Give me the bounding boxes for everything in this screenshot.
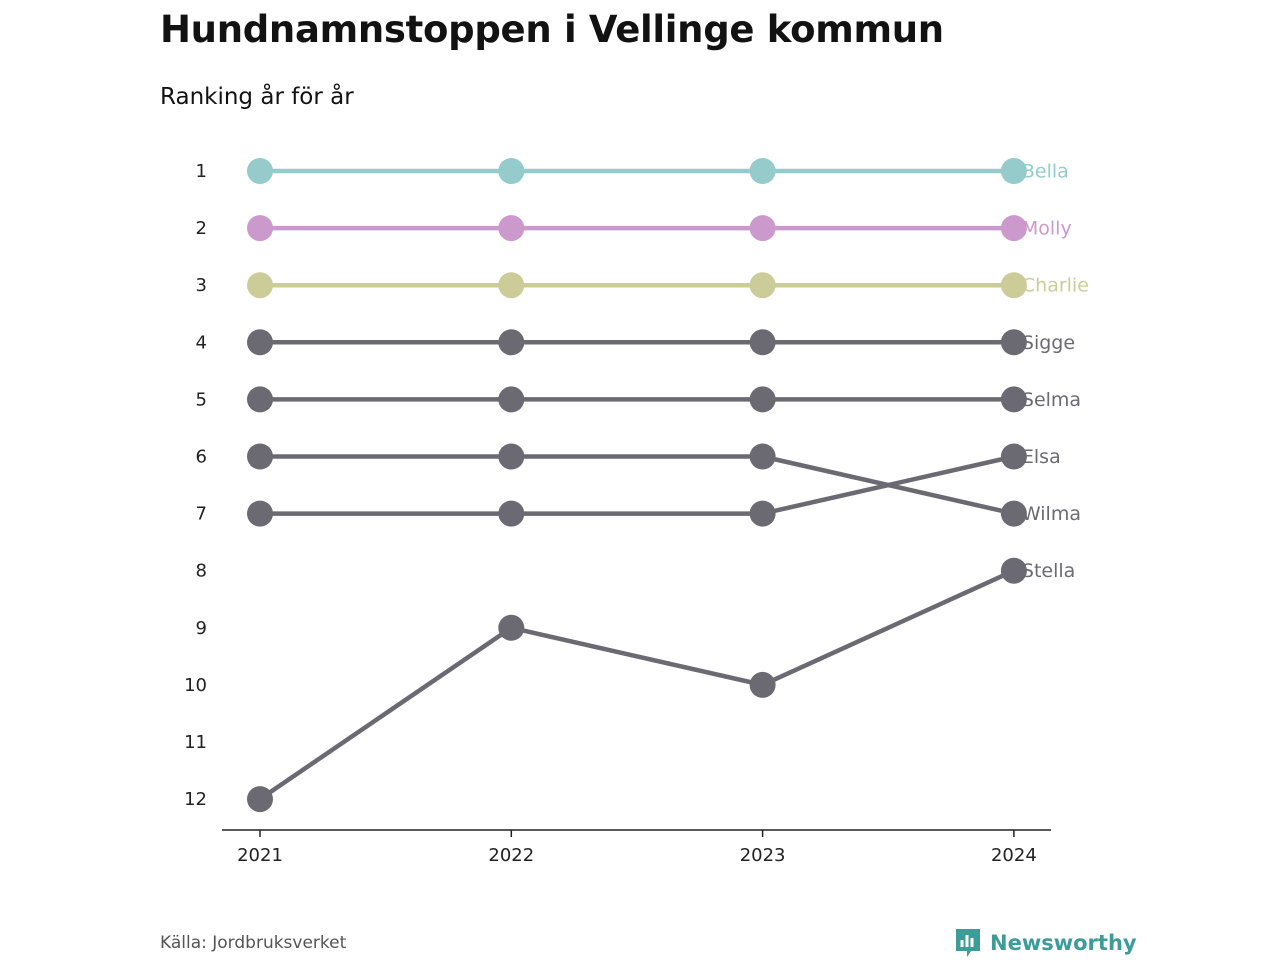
series-lines: [258, 168, 1015, 801]
brand: Newsworthy: [954, 927, 1137, 959]
y-tick-label: 12: [184, 789, 207, 810]
series-line-wilma: [260, 454, 1015, 516]
data-point-bella: [1000, 158, 1027, 184]
data-point-molly: [749, 215, 776, 242]
data-point-sigge: [1000, 329, 1027, 356]
y-tick-label: 9: [196, 618, 207, 639]
data-point-wilma: [1000, 500, 1027, 527]
data-point-elsa: [749, 500, 776, 527]
data-point-charlie: [247, 272, 273, 299]
data-point-selma: [247, 386, 273, 413]
y-tick-label: 8: [196, 561, 207, 582]
data-point-wilma: [749, 443, 776, 470]
data-point-selma: [1000, 386, 1027, 413]
end-labels: Sigge Selma Elsa Wilma Stella Bella Molly Charl…: [1022, 161, 1089, 583]
source-note: Källa: Jordbruksverket: [160, 933, 347, 953]
y-tick-label: 5: [196, 389, 207, 410]
data-point-wilma: [498, 443, 525, 470]
data-point-sigge: [749, 329, 776, 356]
data-point-selma: [498, 386, 525, 413]
data-point-molly: [1000, 215, 1027, 242]
data-point-bella: [498, 158, 525, 184]
end-label-charlie: Charlie: [1022, 275, 1089, 297]
end-label-selma: Selma: [1022, 389, 1081, 411]
data-point-selma: [749, 386, 776, 413]
series-line-stella: [258, 568, 1015, 801]
data-point-elsa: [498, 500, 525, 527]
x-tick-label: 2021: [237, 845, 283, 866]
chart-title: Hundnamnstoppen i Vellinge kommun: [160, 8, 944, 51]
newsworthy-logo-icon: [956, 929, 980, 957]
y-tick-label: 11: [184, 732, 207, 753]
end-label-molly: Molly: [1022, 218, 1072, 240]
end-label-bella: Bella: [1022, 161, 1069, 183]
data-point-wilma: [247, 443, 273, 470]
data-point-bella: [749, 158, 776, 184]
x-tick-label: 2022: [488, 845, 534, 866]
data-point-elsa: [247, 500, 273, 527]
brand-name: Newsworthy: [990, 931, 1137, 955]
data-point-sigge: [498, 329, 525, 356]
y-tick-label: 7: [196, 504, 207, 525]
chart-subtitle: Ranking år för år: [160, 84, 354, 110]
data-point-stella: [498, 614, 525, 641]
data-point-molly: [498, 215, 525, 242]
data-point-sigge: [247, 329, 273, 356]
end-label-sigge: Sigge: [1022, 332, 1075, 354]
x-axis: 2021 2022 2023 2024: [222, 829, 1051, 866]
data-point-molly: [247, 215, 273, 242]
end-label-stella: Stella: [1022, 560, 1075, 582]
data-point-charlie: [749, 272, 776, 299]
series-line-elsa: [260, 454, 1015, 516]
series-points: [247, 158, 1027, 813]
y-tick-label: 4: [196, 332, 207, 353]
y-tick-label: 10: [184, 675, 207, 696]
data-point-bella: [247, 158, 273, 184]
x-tick-label: 2024: [991, 845, 1037, 866]
x-tick-label: 2023: [740, 845, 786, 866]
y-tick-label: 6: [196, 447, 207, 468]
data-point-charlie: [1000, 272, 1027, 299]
end-label-elsa: Elsa: [1022, 446, 1061, 468]
y-tick-label: 2: [196, 218, 207, 239]
y-tick-label: 1: [196, 161, 207, 182]
data-point-elsa: [1000, 443, 1027, 470]
data-point-stella: [1000, 557, 1027, 584]
y-tick-label: 3: [196, 275, 207, 296]
data-point-charlie: [498, 272, 525, 299]
data-point-stella: [749, 671, 776, 698]
end-label-wilma: Wilma: [1022, 503, 1081, 525]
data-point-stella: [247, 786, 273, 813]
